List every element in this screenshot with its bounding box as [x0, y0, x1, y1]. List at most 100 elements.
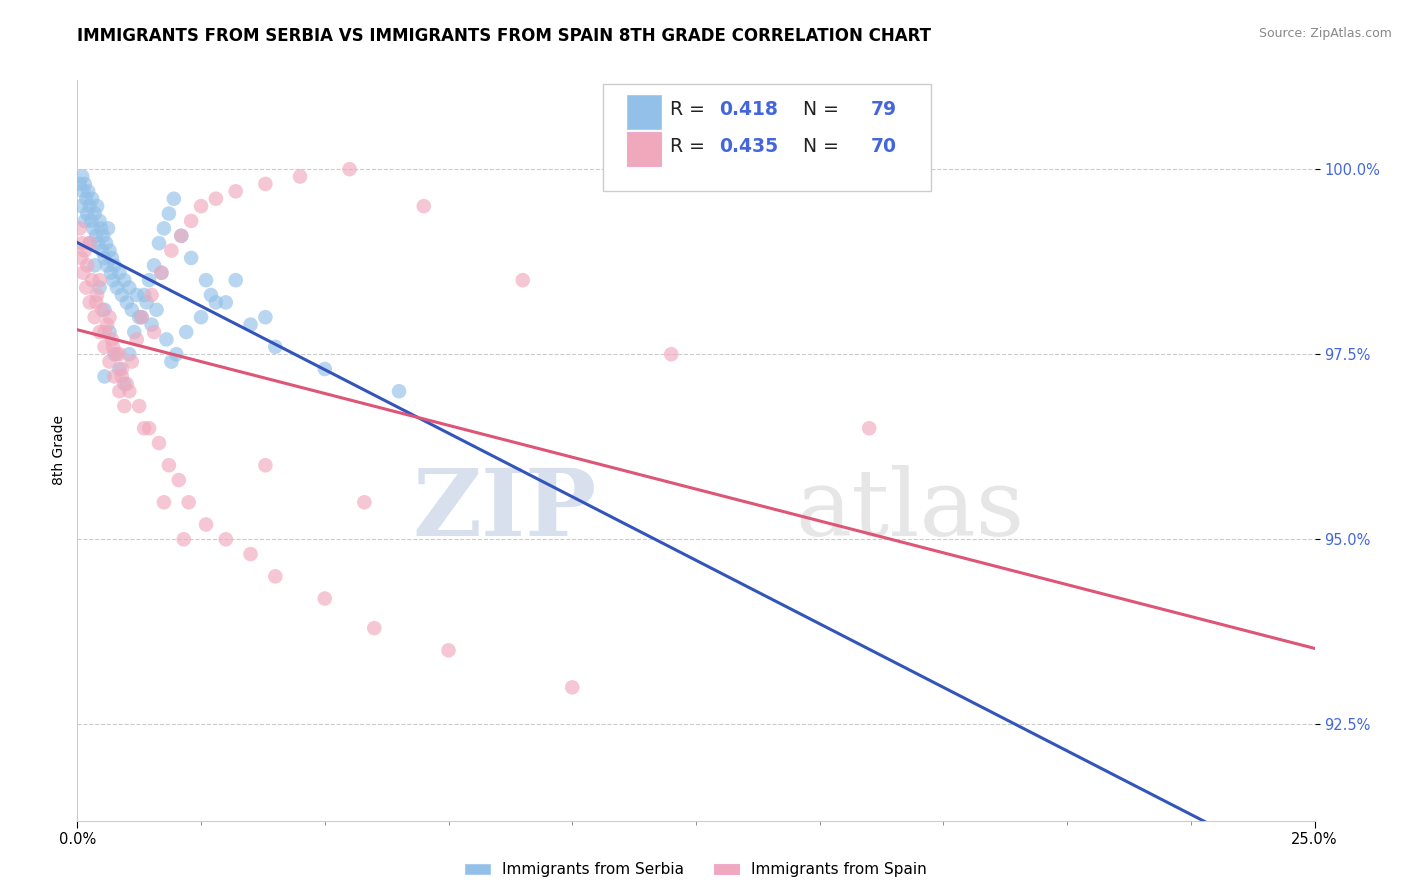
Point [83, 206, 105, 220]
Point [111, 369, 134, 384]
Point [254, 458, 277, 473]
Point [93, 340, 115, 354]
Point [122, 325, 145, 339]
Text: R =: R = [671, 100, 711, 119]
Text: 79: 79 [870, 100, 897, 119]
Point [98, 354, 121, 368]
Point [138, 421, 160, 435]
Point [157, 206, 180, 220]
Point [77, 185, 100, 199]
Point [69, 177, 91, 191]
Point [363, 621, 385, 635]
Point [105, 347, 128, 361]
Point [82, 192, 104, 206]
Point [79, 236, 101, 251]
Point [173, 533, 195, 547]
Point [93, 325, 115, 339]
Point [72, 236, 94, 251]
Point [128, 310, 150, 325]
Point [155, 333, 177, 347]
Point [75, 280, 97, 294]
Text: IMMIGRANTS FROM SERBIA VS IMMIGRANTS FROM SPAIN 8TH GRADE CORRELATION CHART: IMMIGRANTS FROM SERBIA VS IMMIGRANTS FRO… [77, 27, 931, 45]
Point [145, 302, 167, 317]
Point [93, 251, 115, 265]
Point [91, 228, 114, 243]
Text: N =: N = [792, 100, 845, 119]
Point [200, 288, 222, 302]
Point [72, 266, 94, 280]
Point [72, 169, 94, 184]
Point [112, 399, 135, 413]
Point [239, 318, 262, 332]
Point [91, 244, 114, 258]
Point [69, 221, 91, 235]
Point [82, 273, 104, 287]
Point [239, 547, 262, 561]
Point [254, 310, 277, 325]
Point [141, 318, 163, 332]
Point [288, 169, 311, 184]
Point [215, 295, 238, 310]
Point [153, 221, 176, 235]
Point [215, 533, 238, 547]
Point [353, 495, 375, 509]
Point [80, 214, 103, 228]
Point [103, 259, 125, 273]
Point [89, 214, 111, 228]
Point [79, 236, 101, 251]
Point [89, 325, 111, 339]
Point [150, 266, 173, 280]
Point [388, 384, 411, 399]
Point [86, 199, 108, 213]
Point [96, 259, 118, 273]
Point [134, 288, 156, 302]
Point [148, 236, 170, 251]
Text: Source: ZipAtlas.com: Source: ZipAtlas.com [1258, 27, 1392, 40]
Point [97, 221, 120, 235]
Text: R =: R = [671, 136, 711, 156]
Point [314, 591, 336, 606]
Point [75, 192, 97, 206]
Point [94, 236, 117, 251]
Point [70, 199, 93, 213]
Point [225, 185, 247, 199]
Point [79, 295, 101, 310]
Point [160, 244, 183, 258]
Point [314, 362, 336, 376]
Point [101, 251, 124, 265]
Point [108, 266, 131, 280]
Point [134, 421, 156, 435]
Point [83, 310, 105, 325]
Point [115, 376, 138, 391]
Point [118, 347, 141, 361]
Point [437, 643, 460, 657]
Point [205, 295, 228, 310]
Point [93, 369, 115, 384]
Text: 70: 70 [870, 136, 897, 156]
Point [225, 273, 247, 287]
Point [100, 266, 122, 280]
Point [412, 199, 434, 213]
Point [163, 192, 186, 206]
Point [98, 325, 121, 339]
Point [72, 185, 94, 199]
Point [141, 288, 163, 302]
Point [83, 259, 105, 273]
Point [118, 280, 141, 294]
Point [195, 273, 218, 287]
Text: 0.418: 0.418 [720, 100, 779, 119]
Point [115, 295, 138, 310]
Point [70, 251, 93, 265]
Point [103, 369, 125, 384]
Point [148, 436, 170, 450]
Point [150, 266, 173, 280]
Point [135, 295, 157, 310]
Point [105, 280, 128, 294]
Point [121, 302, 143, 317]
Point [205, 192, 228, 206]
FancyBboxPatch shape [627, 132, 661, 166]
Point [264, 569, 287, 583]
Point [76, 259, 98, 273]
Point [512, 273, 534, 287]
Point [174, 325, 197, 339]
